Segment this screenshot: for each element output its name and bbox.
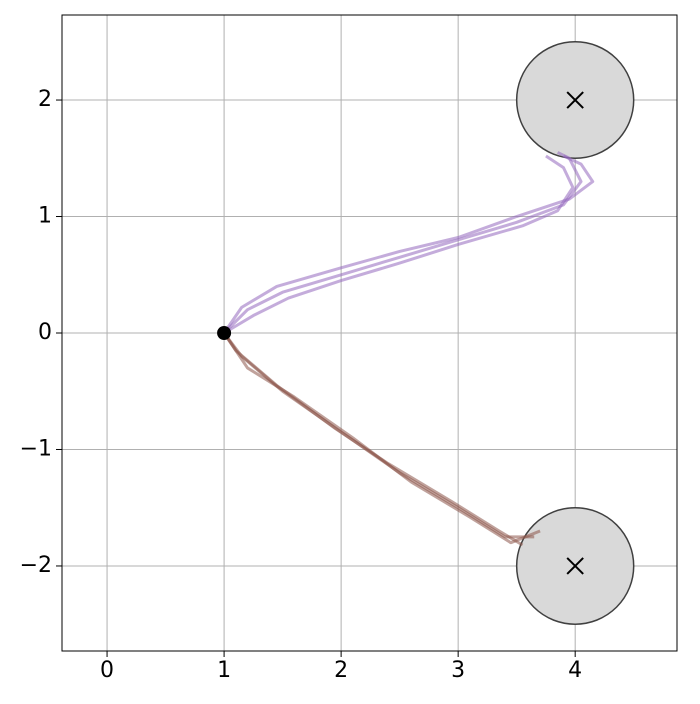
trajectory bbox=[222, 332, 524, 547]
y-tick-label: 2 bbox=[38, 87, 52, 112]
y-tick-label: 1 bbox=[38, 204, 52, 229]
trajectory bbox=[222, 332, 541, 545]
goal-marker bbox=[566, 91, 584, 109]
y-tick-label: 0 bbox=[38, 320, 52, 345]
x-tick-label: 2 bbox=[334, 658, 348, 683]
trajectory bbox=[223, 151, 583, 335]
plot-frame bbox=[61, 14, 678, 652]
y-tick-label: −2 bbox=[20, 553, 52, 578]
trajectory bbox=[222, 154, 595, 334]
goal-marker bbox=[566, 557, 584, 575]
x-tick-label: 0 bbox=[100, 658, 114, 683]
trajectory bbox=[223, 154, 575, 335]
trajectory bbox=[222, 332, 535, 539]
start-point bbox=[217, 326, 232, 340]
x-tick-label: 1 bbox=[217, 658, 231, 683]
y-tick-label: −1 bbox=[20, 436, 52, 461]
x-tick-label: 4 bbox=[568, 658, 582, 683]
x-tick-label: 3 bbox=[451, 658, 465, 683]
